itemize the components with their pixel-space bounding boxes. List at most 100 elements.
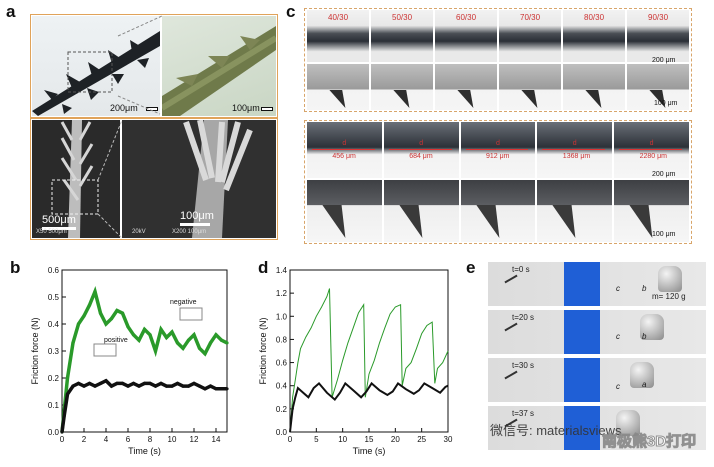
y-tick-label: 0.0 bbox=[48, 428, 60, 437]
scale-label-sem-left: 500μm bbox=[42, 214, 76, 226]
series-point-0 bbox=[186, 338, 191, 342]
distance-d-label: d bbox=[649, 140, 654, 147]
distance-micrograph-bottom bbox=[307, 180, 382, 242]
distance-micrograph-top bbox=[614, 122, 689, 178]
spine-tip bbox=[475, 205, 499, 238]
series-point-1 bbox=[87, 381, 92, 385]
y-axis-label: Friction force (N) bbox=[258, 317, 268, 384]
series-point-1 bbox=[164, 384, 169, 388]
x-tick-label: 25 bbox=[417, 435, 426, 444]
weight-icon bbox=[616, 410, 640, 436]
spine-tip bbox=[585, 90, 602, 108]
ratio-label: 80/30 bbox=[584, 13, 605, 22]
x-tick-label: 15 bbox=[365, 435, 374, 444]
ratio-label: 60/30 bbox=[456, 13, 477, 22]
series-point-1 bbox=[170, 384, 174, 388]
chart-b-friction-vs-time: 0.0 0.1 0.2 0.3 0.4 0.5 0.6 0 2 4 6 8 10 12 14 Time (s)… bbox=[30, 266, 229, 456]
series-point-1 bbox=[126, 384, 130, 388]
series-point-1 bbox=[203, 387, 207, 391]
series-point-1 bbox=[148, 381, 152, 385]
x-tick-label: 10 bbox=[168, 435, 177, 444]
distance-marker bbox=[619, 149, 682, 150]
distance-d-label: d bbox=[572, 140, 577, 147]
ratio-micrograph-bottom bbox=[371, 64, 433, 110]
ratio-micrograph-top bbox=[307, 10, 369, 62]
distance-label: 1368 μm bbox=[562, 153, 591, 160]
ratio-micrograph-bottom bbox=[435, 64, 497, 110]
distance-d-label: d bbox=[419, 140, 424, 147]
x-tick-label: 14 bbox=[212, 435, 221, 444]
marker-letter-b: b bbox=[642, 332, 647, 341]
distance-micrograph-bottom bbox=[537, 180, 613, 242]
series-point-1 bbox=[71, 384, 75, 388]
y-tick-label: 1.2 bbox=[276, 289, 288, 298]
marker-letter-c: c bbox=[616, 332, 620, 341]
spine-tip bbox=[521, 90, 538, 108]
series-point-0 bbox=[148, 333, 152, 337]
series-point-0 bbox=[164, 335, 169, 340]
series-point-0 bbox=[76, 322, 81, 326]
negative-schematic-icon bbox=[179, 307, 203, 321]
plot-frame bbox=[289, 269, 449, 433]
series-point-1 bbox=[142, 381, 147, 385]
y-tick-label: 0.0 bbox=[276, 428, 288, 437]
panel-c-top-frame bbox=[304, 8, 692, 112]
series-point-0 bbox=[87, 303, 92, 307]
series-point-0 bbox=[219, 338, 224, 342]
y-tick-label: 0.6 bbox=[48, 266, 60, 275]
distance-marker bbox=[312, 149, 375, 150]
x-tick-label: 8 bbox=[148, 435, 153, 444]
panel-a-optical-frame bbox=[30, 14, 278, 118]
blue-tape bbox=[564, 358, 600, 402]
series-point-0 bbox=[126, 325, 130, 329]
arrow-icon bbox=[504, 322, 518, 332]
series-line-0 bbox=[60, 286, 228, 433]
y-tick-label: 1.0 bbox=[276, 312, 288, 321]
blue-tape bbox=[564, 262, 600, 306]
series-point-1 bbox=[98, 381, 103, 385]
series-point-0 bbox=[65, 376, 70, 380]
spine-tip bbox=[629, 205, 653, 238]
series-point-1 bbox=[197, 384, 202, 388]
sem-info-left: X50 500μm bbox=[36, 229, 67, 235]
ratio-micrograph-top bbox=[371, 10, 433, 62]
ratio-micrograph-bottom bbox=[307, 64, 369, 110]
y-tick-label: 0.4 bbox=[276, 382, 288, 391]
series-point-0 bbox=[98, 311, 103, 315]
series-point-0 bbox=[197, 346, 202, 350]
spine-tip bbox=[329, 90, 346, 108]
marker-letter-b: a bbox=[642, 380, 647, 389]
distance-micrograph-bottom bbox=[614, 180, 689, 242]
arrow-icon bbox=[504, 370, 518, 380]
sem-info-right-kv: 20kV bbox=[132, 229, 146, 235]
blue-tape bbox=[564, 406, 600, 450]
spine-tip bbox=[552, 205, 576, 238]
y-tick-label: 0.1 bbox=[48, 401, 60, 410]
x-axis-label: Time (s) bbox=[353, 446, 386, 456]
series-point-0 bbox=[104, 322, 108, 326]
series-point-0 bbox=[192, 333, 196, 337]
series-point-1 bbox=[159, 381, 163, 385]
distance-label: 456 μm bbox=[332, 153, 356, 160]
scale-bar-top-right bbox=[261, 107, 273, 111]
watermark-wechat: 微信号: materialsviews bbox=[490, 423, 622, 438]
scale-label-c-row2: 100 μm bbox=[654, 100, 678, 107]
scale-label-c-row4: 100 μm bbox=[652, 231, 676, 238]
y-tick-label: 1.4 bbox=[276, 266, 288, 275]
spine-tip bbox=[393, 90, 410, 108]
x-tick-label: 30 bbox=[444, 435, 453, 444]
y-tick-label: 0.2 bbox=[276, 405, 288, 414]
time-label: t=37 s bbox=[512, 409, 535, 418]
series-point-0 bbox=[170, 330, 174, 334]
series-point-0 bbox=[109, 317, 114, 321]
x-tick-label: 5 bbox=[314, 435, 319, 444]
y-tick-label: 0.4 bbox=[48, 320, 60, 329]
distance-micrograph-top bbox=[307, 122, 382, 178]
series-point-0 bbox=[208, 341, 213, 345]
y-tick-label: 0.3 bbox=[48, 347, 60, 356]
chart-d-friction-vs-time: 0.0 0.2 0.4 0.6 0.8 1.0 1.2 1.4 0 5 10 15 20 25 30 Time… bbox=[258, 266, 453, 456]
sliding-photo: t=37 s bbox=[488, 406, 706, 450]
series-point-0 bbox=[93, 290, 97, 294]
series-point-1 bbox=[93, 384, 97, 388]
marker-letter-b: b bbox=[642, 284, 647, 293]
